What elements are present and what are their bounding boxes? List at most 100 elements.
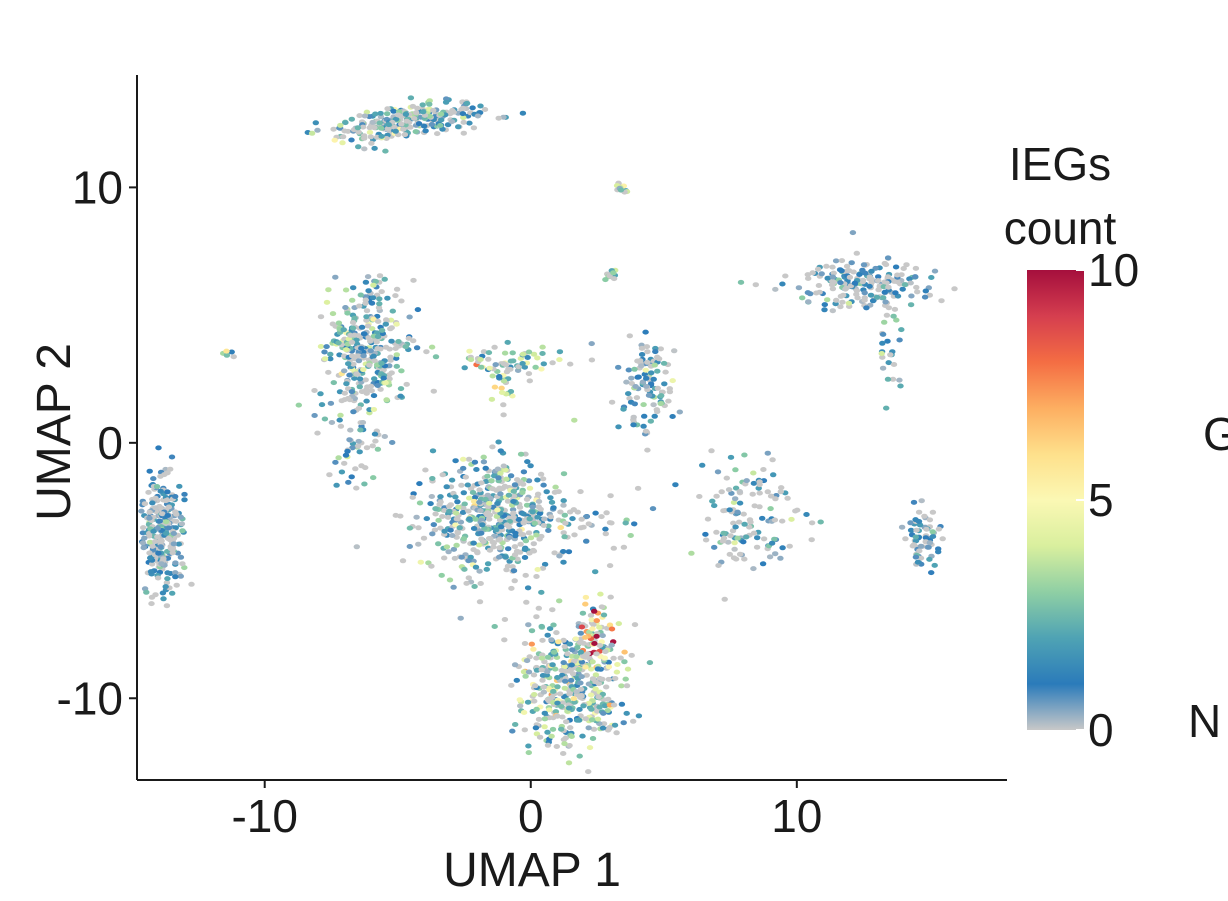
scatter-point [808, 537, 815, 543]
scatter-point [400, 126, 407, 132]
scatter-point [363, 398, 370, 404]
scatter-point [517, 479, 524, 485]
scatter-point [861, 290, 868, 296]
scatter-point [146, 539, 154, 545]
scatter-point [799, 295, 806, 301]
x-tick-label: 0 [518, 790, 544, 842]
scatter-point [851, 280, 859, 286]
scatter-point [470, 540, 477, 546]
scatter-point [556, 349, 564, 355]
scatter-point [449, 533, 456, 538]
scatter-point [538, 667, 545, 673]
scatter-point [496, 545, 503, 551]
scatter-point [884, 274, 892, 280]
scatter-point [413, 345, 421, 351]
scatter-point [546, 715, 553, 721]
scatter-point [525, 530, 533, 536]
x-axis-ticks: -10 0 10 [231, 780, 822, 842]
scatter-point [931, 268, 939, 274]
scatter-point [460, 490, 467, 496]
scatter-point [172, 570, 179, 576]
scatter-point [467, 357, 475, 363]
scatter-point [540, 689, 548, 695]
scatter-point [426, 98, 433, 104]
scatter-point [446, 577, 454, 583]
scatter-point [741, 556, 748, 562]
scatter-point [159, 590, 167, 596]
scatter-point [556, 598, 563, 604]
scatter-point [454, 530, 461, 536]
scatter-point [599, 633, 606, 639]
scatter-point [537, 506, 544, 512]
scatter-point [382, 380, 389, 386]
scatter-point [160, 556, 167, 562]
scatter-point [669, 378, 676, 384]
scatter-point [484, 492, 491, 498]
scatter-point [499, 486, 506, 491]
scatter-point [510, 514, 517, 520]
scatter-point [917, 543, 925, 549]
scatter-points [138, 95, 958, 775]
scatter-point [782, 273, 789, 279]
scatter-point [618, 701, 626, 707]
scatter-point [393, 355, 400, 361]
scatter-point [898, 524, 906, 530]
scatter-point [585, 521, 592, 527]
scatter-point [647, 418, 654, 424]
scatter-point [497, 448, 504, 454]
scatter-point [407, 95, 415, 101]
scatter-point [520, 520, 527, 526]
scatter-point [175, 541, 182, 547]
scatter-point [808, 520, 816, 526]
scatter-point [541, 724, 548, 730]
scatter-point [164, 576, 171, 582]
scatter-point [548, 499, 556, 505]
scatter-point [643, 375, 650, 381]
scatter-point [833, 297, 840, 303]
scatter-point [750, 480, 758, 486]
scatter-point [915, 509, 923, 515]
scatter-point [588, 706, 595, 712]
scatter-point [623, 379, 630, 385]
scatter-point [907, 280, 914, 286]
scatter-point [155, 550, 162, 556]
scatter-point [577, 630, 584, 636]
scatter-point [524, 699, 532, 705]
scatter-point [688, 550, 695, 556]
scatter-point [586, 745, 594, 751]
scatter-point [897, 383, 904, 389]
scatter-point [713, 493, 720, 499]
scatter-point [170, 541, 177, 547]
scatter-point [170, 531, 177, 536]
scatter-point [465, 558, 472, 564]
scatter-point [465, 456, 473, 462]
scatter-point [430, 107, 437, 113]
scatter-point [153, 484, 161, 489]
scatter-point [311, 413, 318, 418]
scatter-point [750, 566, 757, 572]
scatter-point [547, 495, 554, 501]
scatter-point [480, 454, 487, 460]
scatter-point [770, 472, 777, 478]
scatter-point [181, 491, 188, 497]
scatter-point [491, 624, 498, 629]
scatter-point [403, 381, 410, 387]
scatter-point [576, 753, 583, 759]
scatter-point [488, 478, 495, 484]
scatter-point [376, 301, 383, 307]
scatter-point [469, 105, 476, 111]
scatter-point [561, 512, 568, 518]
scatter-point [654, 368, 661, 374]
scatter-point [502, 467, 509, 473]
scatter-point [465, 575, 472, 581]
scatter-point [610, 655, 617, 661]
scatter-point [594, 666, 602, 672]
scatter-point [371, 145, 378, 151]
scatter-point [650, 376, 657, 382]
scatter-point [546, 707, 553, 713]
scatter-point [512, 722, 519, 727]
scatter-point [866, 283, 873, 289]
scatter-point [427, 501, 434, 507]
scatter-point [626, 395, 633, 401]
scatter-point [618, 683, 625, 689]
